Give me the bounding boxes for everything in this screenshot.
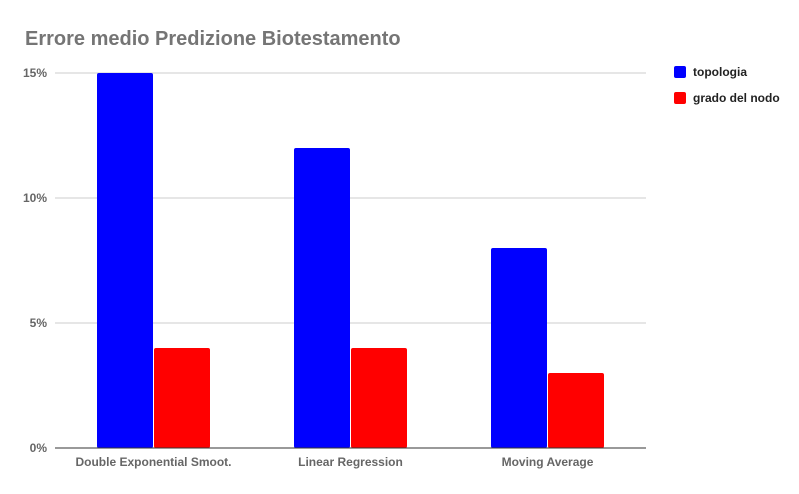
bar-grado-del-nodo: [548, 373, 604, 448]
y-tick-label: 5%: [30, 316, 48, 330]
legend-swatch: [674, 92, 686, 104]
legend-swatch: [674, 66, 686, 78]
x-tick-label: Double Exponential Smoot.: [75, 455, 231, 469]
gridlines: [55, 72, 646, 324]
legend-label: grado del nodo: [693, 91, 780, 105]
bars: [97, 73, 604, 448]
bar-topologia: [97, 73, 153, 448]
x-tick-label: Moving Average: [502, 455, 594, 469]
bar-grado-del-nodo: [351, 348, 407, 448]
legend-label: topologia: [693, 65, 747, 79]
bar-topologia: [491, 248, 547, 448]
y-tick-label: 10%: [23, 191, 47, 205]
x-tick-label: Linear Regression: [298, 455, 403, 469]
y-tick-label: 0%: [30, 441, 48, 455]
legend: topologia grado del nodo: [674, 65, 780, 105]
y-tick-label: 15%: [23, 66, 47, 80]
bar-topologia: [294, 148, 350, 448]
chart-title: Errore medio Predizione Biotestamento: [25, 28, 401, 50]
axes: 0% 5% 10% 15% Double Exponential Smoot. Linea…: [23, 66, 646, 469]
bar-grado-del-nodo: [154, 348, 210, 448]
